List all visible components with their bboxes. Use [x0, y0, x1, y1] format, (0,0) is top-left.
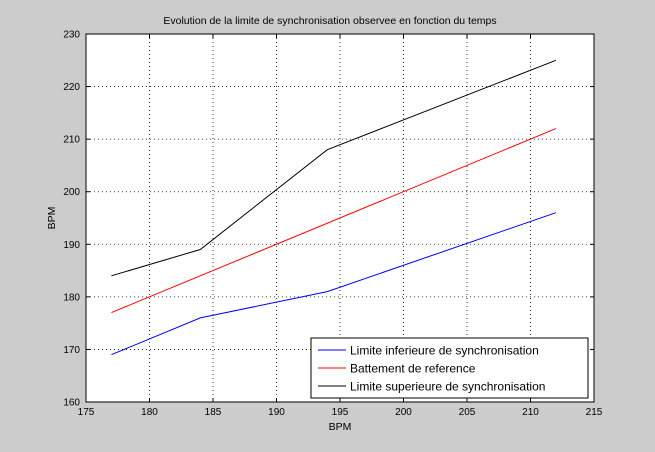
y-tick-label: 190 — [63, 240, 80, 251]
x-tick-label: 210 — [522, 407, 539, 418]
series-lines — [111, 59, 557, 356]
legend-label-2: Battement de reference — [350, 362, 476, 376]
y-tick-label: 180 — [63, 292, 80, 303]
x-tick-label: 185 — [205, 407, 222, 418]
y-tick-label: 220 — [63, 82, 80, 93]
y-tick-label: 160 — [63, 398, 80, 409]
legend-entries: Limite inferieure de synchronisation Batt… — [318, 344, 545, 394]
x-tick-label: 190 — [268, 407, 285, 418]
y-tick-label: 200 — [63, 187, 80, 198]
grid — [86, 34, 594, 402]
x-tick-label: 205 — [459, 407, 476, 418]
series-line-3 — [111, 59, 557, 277]
x-tick-label: 215 — [586, 407, 603, 418]
x-axis-label: BPM — [329, 421, 352, 433]
y-tick-label: 170 — [63, 345, 80, 356]
y-tick-label: 230 — [63, 30, 80, 41]
legend-label-1: Limite inferieure de synchronisation — [350, 344, 539, 358]
legend: Limite inferieure de synchronisation Batt… — [310, 337, 589, 399]
x-tick-label: 180 — [141, 407, 158, 418]
legend-label-3: Limite superieure de synchronisation — [350, 380, 545, 394]
y-tick-labels: 160 170 180 190 200 210 220 230 — [63, 30, 80, 409]
series-line-2 — [111, 128, 557, 314]
x-tick-label: 195 — [332, 407, 349, 418]
y-axis-label: BPM — [46, 207, 58, 230]
chart-title: Evolution de la limite de synchronisatio… — [163, 15, 496, 27]
x-tick-label: 175 — [78, 407, 95, 418]
ticks — [85, 33, 595, 403]
series-line-1 — [111, 212, 557, 356]
legend-box — [310, 337, 589, 399]
x-tick-labels: 175 180 185 190 195 200 205 210 215 — [78, 407, 603, 418]
y-tick-label: 210 — [63, 135, 80, 146]
x-tick-label: 200 — [395, 407, 412, 418]
